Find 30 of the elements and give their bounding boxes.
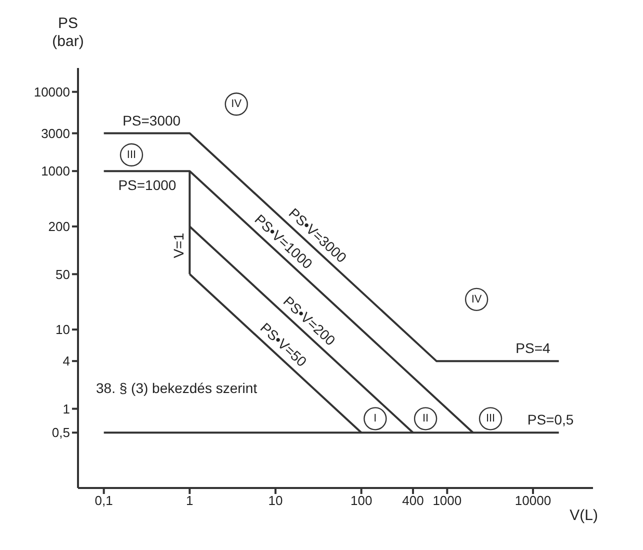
annotation: IV	[231, 98, 242, 110]
annotation: PS=3000	[122, 112, 181, 128]
annotation: II	[422, 412, 429, 425]
y-tick-label: 4	[62, 354, 70, 369]
annotation: III	[486, 412, 496, 425]
y-tick-label: 50	[56, 266, 70, 282]
annotation: 38. § (3) bekezdés szerint	[96, 380, 258, 396]
y-tick-label: 1	[62, 401, 70, 416]
y-tick-label: 1000	[41, 164, 70, 179]
x-tick-label: 10	[268, 493, 283, 508]
annotation: V=1	[170, 232, 187, 258]
y-tick-label: 10	[56, 322, 70, 338]
annotation: I	[374, 412, 377, 425]
x-axis-title: V(L)	[570, 507, 598, 524]
y-tick-label: 0,5	[52, 425, 70, 440]
x-tick-label: 100	[350, 493, 372, 508]
x-tick-label: 0,1	[94, 493, 113, 508]
y-tick-label: 200	[48, 219, 70, 234]
x-tick-label: 1	[186, 493, 194, 508]
x-tick-label: 1000	[432, 493, 462, 508]
annotation: PS=4	[516, 340, 551, 356]
annotation: IV	[471, 293, 482, 306]
x-tick-label: 10000	[514, 493, 552, 508]
y-tick-label: 3000	[41, 126, 70, 141]
annotation: PS=1000	[118, 177, 176, 194]
y-tick-label: 10000	[34, 84, 70, 100]
annotation: PS=0,5	[527, 412, 574, 428]
annotation: III	[126, 148, 136, 161]
x-tick-label: 400	[402, 493, 424, 508]
y-axis-title: PS (bar)	[52, 15, 84, 50]
